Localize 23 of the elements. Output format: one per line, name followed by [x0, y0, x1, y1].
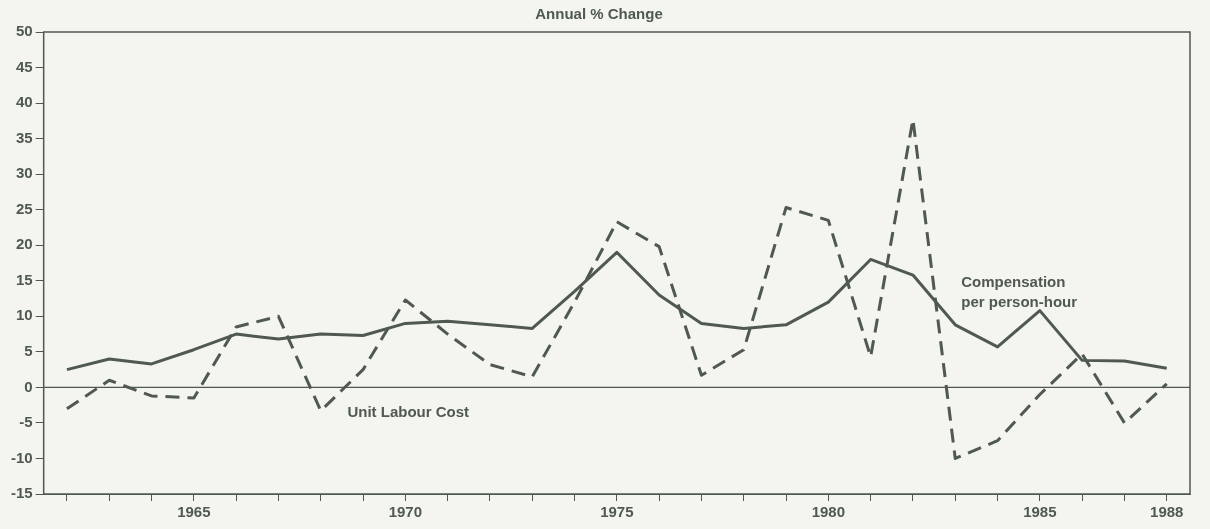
y-tick-label: 25: [15, 199, 33, 217]
x-tick-label: 1970: [388, 503, 423, 521]
y-tick-label: 5: [24, 341, 33, 359]
x-tick-label: 1985: [1023, 503, 1057, 521]
x-tick-label: 1965: [177, 503, 211, 521]
series-label: Compensation per person-hour: [961, 272, 1078, 310]
chart-title: Annual % Change: [535, 5, 663, 23]
y-tick-label: 35: [15, 128, 33, 146]
y-tick-label: 10: [15, 306, 33, 324]
y-tick-label: 20: [15, 235, 33, 253]
y-tick-label: 50: [15, 22, 33, 40]
y-tick-label: 0: [24, 377, 33, 395]
y-tick-label: 40: [15, 93, 33, 111]
y-tick-label: -10: [10, 448, 33, 466]
y-tick-label: 30: [15, 164, 33, 182]
y-tick-label: 45: [15, 57, 33, 75]
series-label: Unit Labour Cost: [347, 403, 470, 421]
x-tick-label: 1980: [811, 503, 846, 521]
x-tick-label: 1988: [1150, 503, 1184, 521]
y-tick-label: -5: [19, 413, 33, 431]
x-tick-label: 1975: [600, 503, 634, 521]
y-tick-label: 15: [15, 270, 33, 288]
y-tick-label: -15: [10, 484, 33, 502]
